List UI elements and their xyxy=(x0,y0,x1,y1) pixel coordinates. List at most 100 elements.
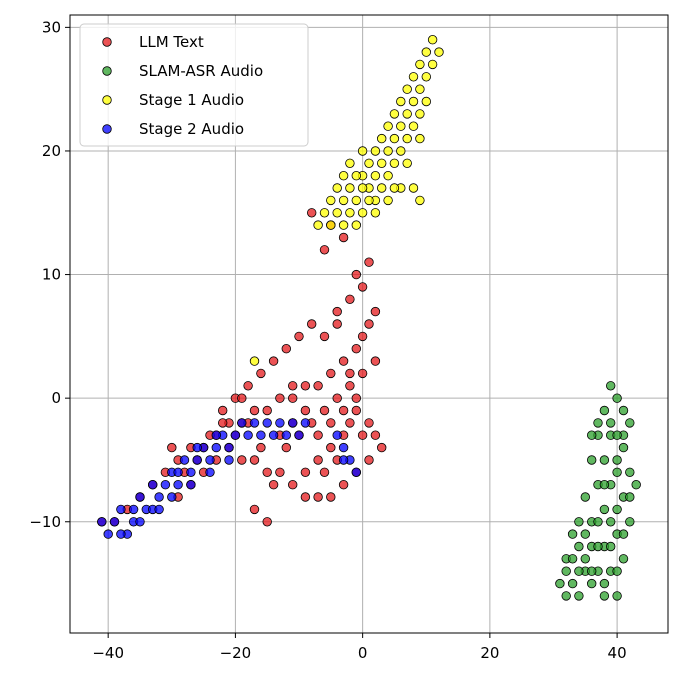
data-point-llm-text xyxy=(351,269,362,280)
data-point-stage-1-audio xyxy=(377,158,387,169)
data-point-llm-text xyxy=(345,418,355,428)
data-point-llm-text xyxy=(345,294,355,305)
data-point-stage-2-audio xyxy=(211,442,222,453)
data-point-stage-2-audio xyxy=(211,430,222,440)
data-point-stage-1-audio xyxy=(415,195,425,206)
data-point-stage-1-audio xyxy=(383,121,393,131)
y-tick-label: 20 xyxy=(42,142,61,160)
data-point-llm-text xyxy=(167,442,177,453)
data-point-stage-1-audio xyxy=(421,72,432,82)
data-point-stage-2-audio xyxy=(332,430,342,440)
data-point-stage-1-audio xyxy=(351,170,362,181)
data-point-stage-1-audio xyxy=(383,195,393,206)
data-point-stage-1-audio xyxy=(402,84,412,94)
data-point-slam-asr-audio xyxy=(612,591,622,601)
data-point-stage-1-audio xyxy=(408,96,419,107)
data-point-llm-text xyxy=(300,381,311,391)
x-tick-label: 20 xyxy=(480,644,499,662)
data-point-stage-1-audio xyxy=(408,121,419,131)
data-point-slam-asr-audio xyxy=(574,566,584,576)
data-point-llm-text xyxy=(313,492,323,502)
data-point-slam-asr-audio xyxy=(574,517,584,527)
data-point-llm-text xyxy=(319,331,330,342)
data-point-llm-text xyxy=(249,405,260,416)
data-point-slam-asr-audio xyxy=(631,480,641,490)
data-point-stage-1-audio xyxy=(389,183,400,193)
data-point-llm-text xyxy=(319,405,330,416)
data-point-slam-asr-audio xyxy=(599,504,610,515)
data-point-stage-1-audio xyxy=(345,183,355,193)
data-point-stage-1-audio xyxy=(357,146,368,156)
data-point-llm-text xyxy=(364,257,374,267)
data-point-stage-2-audio xyxy=(224,442,234,453)
data-point-llm-text xyxy=(357,368,368,379)
data-point-llm-text xyxy=(256,442,266,453)
data-point-slam-asr-audio xyxy=(612,455,622,465)
data-point-llm-text xyxy=(217,418,228,428)
data-point-stage-1-audio xyxy=(351,195,362,206)
data-point-llm-text xyxy=(217,405,228,416)
data-point-llm-text xyxy=(281,442,292,453)
data-point-slam-asr-audio xyxy=(587,430,597,440)
data-point-llm-text xyxy=(332,319,342,329)
data-point-llm-text xyxy=(268,480,279,490)
data-point-slam-asr-audio xyxy=(625,467,635,478)
data-point-slam-asr-audio xyxy=(580,529,591,539)
data-point-stage-1-audio xyxy=(313,220,323,230)
data-point-llm-text xyxy=(326,418,336,428)
data-point-stage-1-audio xyxy=(402,133,412,144)
data-point-slam-asr-audio xyxy=(561,591,571,601)
data-point-slam-asr-audio xyxy=(599,591,610,601)
data-point-stage-2-audio xyxy=(116,504,126,515)
data-point-stage-2-audio xyxy=(192,455,202,465)
legend: LLM Text SLAM-ASR Audio Stage 1 Audio Stage… xyxy=(79,23,309,147)
data-point-slam-asr-audio xyxy=(618,442,629,453)
data-point-stage-2-audio xyxy=(160,480,171,490)
legend-marker xyxy=(102,66,112,76)
data-point-llm-text xyxy=(275,393,285,403)
data-point-slam-asr-audio xyxy=(606,517,616,527)
data-point-slam-asr-audio xyxy=(618,554,629,564)
data-point-stage-1-audio xyxy=(370,146,381,156)
data-point-stage-1-audio xyxy=(338,220,349,230)
data-point-stage-1-audio xyxy=(383,170,393,181)
data-point-stage-2-audio xyxy=(351,467,362,478)
data-point-stage-2-audio xyxy=(338,442,349,453)
data-point-stage-1-audio xyxy=(357,208,368,218)
grid-lines xyxy=(70,15,668,633)
data-point-stage-1-audio xyxy=(396,146,406,156)
data-point-llm-text xyxy=(249,455,260,465)
data-point-llm-text xyxy=(370,430,381,440)
data-point-stage-2-audio xyxy=(224,455,234,465)
data-point-llm-text xyxy=(313,455,323,465)
legend-label: Stage 2 Audio xyxy=(139,120,244,138)
data-point-slam-asr-audio xyxy=(612,566,622,576)
data-point-slam-asr-audio xyxy=(612,430,622,440)
data-point-stage-2-audio xyxy=(135,517,145,527)
series-stage-1-audio xyxy=(249,35,444,366)
data-point-stage-1-audio xyxy=(332,208,342,218)
data-point-stage-2-audio xyxy=(135,492,145,502)
data-point-slam-asr-audio xyxy=(587,578,597,589)
legend-marker xyxy=(102,95,112,105)
data-point-llm-text xyxy=(364,455,374,465)
data-point-stage-2-audio xyxy=(230,430,241,440)
data-point-slam-asr-audio xyxy=(587,566,597,576)
data-point-llm-text xyxy=(338,480,349,490)
data-point-llm-text xyxy=(262,517,272,527)
data-point-llm-text xyxy=(262,467,272,478)
data-point-stage-2-audio xyxy=(249,418,260,428)
data-point-llm-text xyxy=(300,492,311,502)
data-point-llm-text xyxy=(364,319,374,329)
data-point-slam-asr-audio xyxy=(606,418,616,428)
data-point-slam-asr-audio xyxy=(574,591,584,601)
data-point-llm-text xyxy=(345,381,355,391)
x-tick-label: 0 xyxy=(358,644,368,662)
data-point-slam-asr-audio xyxy=(599,578,610,589)
data-point-stage-2-audio xyxy=(109,517,120,527)
data-point-llm-text xyxy=(288,480,298,490)
data-point-slam-asr-audio xyxy=(612,393,622,403)
data-point-slam-asr-audio xyxy=(580,492,591,502)
data-point-llm-text xyxy=(370,356,381,366)
